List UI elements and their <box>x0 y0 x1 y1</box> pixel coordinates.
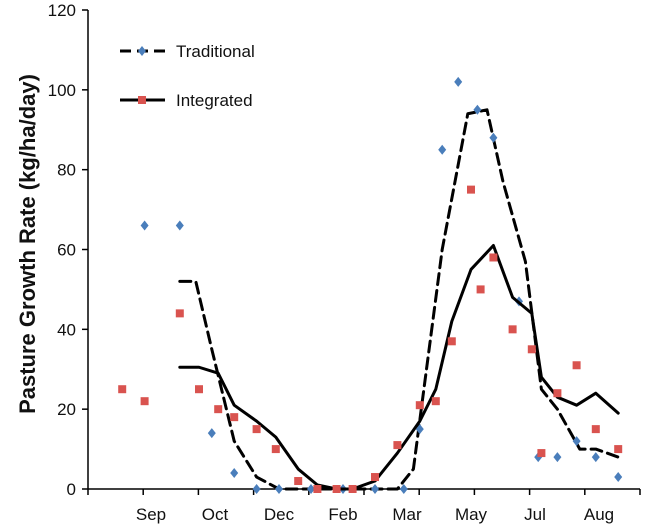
integrated-point <box>614 445 623 454</box>
axes-group: 0 20 40 60 80 100 120 Sep Oct Dec Feb Mar May Jul Aug <box>48 1 641 524</box>
x-tick-label: May <box>455 505 488 524</box>
traditional-point <box>207 428 216 439</box>
integrated-point <box>508 325 517 334</box>
traditional-line <box>178 108 620 491</box>
x-tick-label: Mar <box>392 505 422 524</box>
integrated-point <box>371 473 379 482</box>
integrated-point <box>447 337 456 346</box>
traditional-point <box>275 484 283 494</box>
legend-marker-integrated <box>138 96 146 104</box>
legend-label-traditional: Traditional <box>176 42 255 61</box>
traditional-point <box>454 76 463 87</box>
traditional-point <box>572 436 581 447</box>
x-tick-label: Feb <box>328 505 357 524</box>
y-tick-label: 120 <box>48 1 76 20</box>
integrated-point <box>489 253 498 262</box>
traditional-point <box>415 424 424 435</box>
integrated-point <box>294 477 303 486</box>
traditional-point <box>399 484 408 494</box>
integrated-point <box>332 485 341 493</box>
legend-label-integrated: Integrated <box>176 91 253 110</box>
integrated-point <box>140 397 149 406</box>
integrated-point <box>431 397 440 406</box>
traditional-point <box>230 468 239 479</box>
traditional-point <box>489 132 498 143</box>
integrated-point <box>230 413 239 422</box>
traditional-point <box>307 484 315 494</box>
traditional-point <box>175 220 184 231</box>
y-tick-label: 0 <box>67 480 76 499</box>
x-tick-label: Sep <box>136 505 166 524</box>
x-ticks: Sep Oct Dec Feb Mar May Jul Aug <box>87 489 641 524</box>
y-tick-label: 100 <box>48 81 76 100</box>
integrated-point <box>313 485 322 493</box>
integrated-point <box>393 441 402 450</box>
integrated-point <box>591 425 600 434</box>
integrated-series <box>118 185 623 493</box>
integrated-point <box>572 361 581 370</box>
integrated-point <box>214 405 223 414</box>
y-tick-label: 60 <box>57 241 76 260</box>
legend-item-traditional: Traditional <box>120 42 255 61</box>
x-tick-label: Jul <box>524 505 546 524</box>
integrated-point <box>467 185 475 194</box>
integrated-point <box>415 401 424 410</box>
y-tick-label: 80 <box>57 161 76 180</box>
integrated-point <box>175 309 184 318</box>
y-ticks: 0 20 40 60 80 100 120 <box>48 1 88 499</box>
traditional-point <box>473 104 482 115</box>
traditional-point <box>614 472 623 483</box>
x-tick-label: Dec <box>264 505 295 524</box>
traditional-point <box>140 220 149 231</box>
y-tick-label: 40 <box>57 320 76 339</box>
integrated-line <box>178 244 620 491</box>
integrated-point <box>252 425 261 434</box>
traditional-point <box>252 484 261 494</box>
integrated-point <box>271 445 280 454</box>
traditional-point <box>553 452 562 463</box>
x-tick-label: Oct <box>202 505 229 524</box>
series-group <box>118 76 623 494</box>
traditional-series <box>140 76 623 494</box>
integrated-point <box>527 345 536 354</box>
legend-item-integrated: Integrated <box>120 91 253 110</box>
y-axis-title: Pasture Growth Rate (kg/ha/day) <box>15 74 40 414</box>
integrated-point <box>537 449 546 458</box>
integrated-point <box>118 385 127 394</box>
y-tick-label: 20 <box>57 400 76 419</box>
integrated-point <box>195 385 203 394</box>
legend-marker-traditional <box>138 46 146 56</box>
legend: Traditional Integrated <box>120 42 255 110</box>
traditional-point <box>438 144 447 155</box>
integrated-point <box>476 285 485 294</box>
traditional-point <box>371 484 379 494</box>
x-tick-label: Aug <box>584 505 614 524</box>
integrated-point <box>553 389 562 398</box>
traditional-point <box>591 452 600 463</box>
integrated-point <box>348 485 357 493</box>
